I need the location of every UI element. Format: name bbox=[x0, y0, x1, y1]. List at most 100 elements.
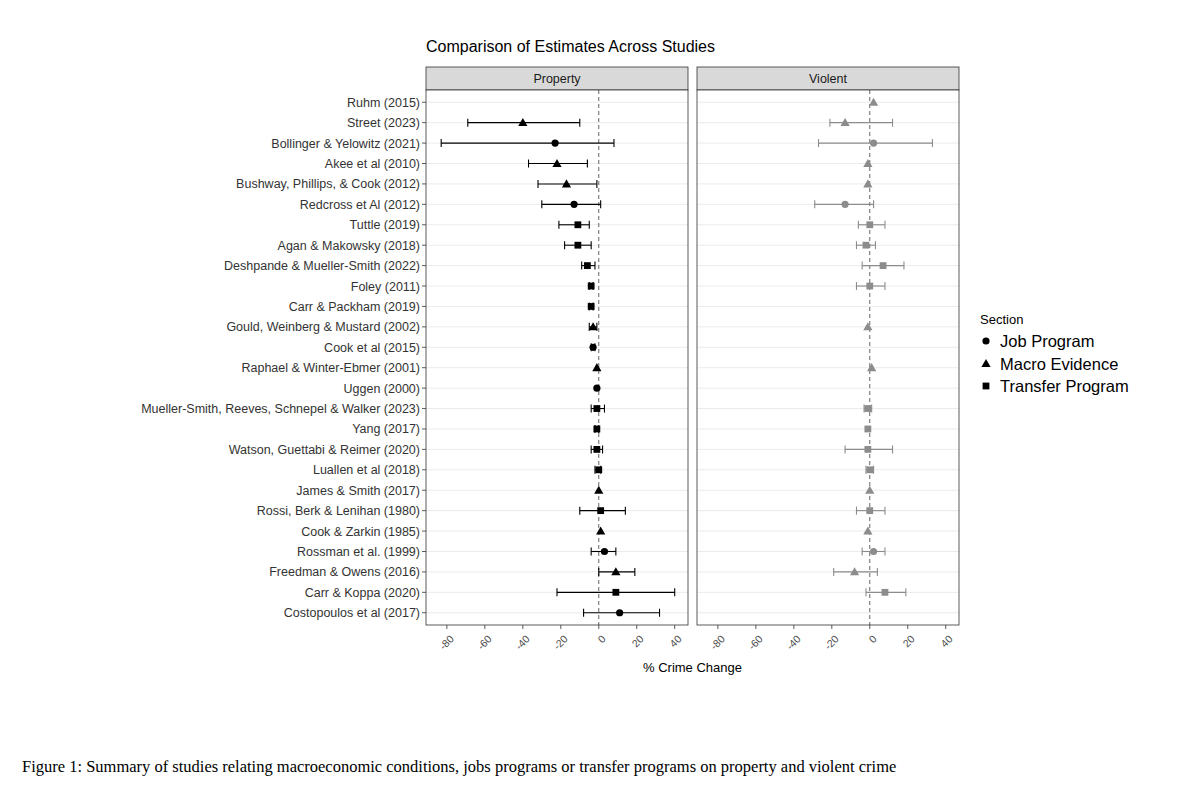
grid-line bbox=[426, 306, 688, 307]
y-tick-label: Deshpande & Mueller-Smith (2022) bbox=[224, 259, 420, 273]
x-tick bbox=[755, 625, 756, 629]
error-bar-cap bbox=[591, 445, 592, 453]
point bbox=[592, 363, 601, 371]
x-tick bbox=[598, 625, 599, 629]
y-tick-label: Cook et al (2015) bbox=[324, 341, 420, 355]
y-tick-label: Uggen (2000) bbox=[344, 382, 420, 396]
y-tick bbox=[422, 469, 426, 470]
grid-line bbox=[697, 183, 959, 184]
grid-line bbox=[697, 245, 959, 246]
marks bbox=[441, 118, 675, 617]
grid-line bbox=[426, 224, 688, 225]
point bbox=[864, 405, 871, 412]
error-bar-cap bbox=[594, 262, 595, 270]
point bbox=[864, 426, 871, 433]
legend-marker bbox=[983, 383, 990, 390]
x-tick bbox=[560, 625, 561, 629]
y-tick bbox=[422, 428, 426, 429]
grid-line bbox=[697, 163, 959, 164]
error-bar-cap bbox=[875, 241, 876, 249]
point bbox=[863, 322, 872, 330]
error-bar bbox=[580, 507, 626, 515]
error-bar-cap bbox=[600, 200, 601, 208]
y-tick bbox=[422, 367, 426, 368]
point bbox=[611, 567, 620, 575]
error-bar-cap bbox=[564, 241, 565, 249]
panel-frame bbox=[426, 90, 688, 625]
grid-line bbox=[426, 122, 688, 123]
y-tick bbox=[422, 531, 426, 532]
point bbox=[593, 385, 600, 392]
error-bar-cap bbox=[865, 466, 866, 474]
facet-label: Property bbox=[533, 72, 581, 86]
error-bar-cap bbox=[856, 282, 857, 290]
caption: Figure 1: Summary of studies relating ma… bbox=[22, 757, 896, 776]
x-tick bbox=[717, 625, 718, 629]
grid-line bbox=[426, 531, 688, 532]
point bbox=[552, 139, 559, 146]
error-bar-cap bbox=[833, 568, 834, 576]
y-tick-label: Mueller-Smith, Reeves, Schnepel & Walker… bbox=[141, 402, 420, 416]
error-bar bbox=[557, 588, 675, 596]
y-tick-label: Carr & Koppa (2020) bbox=[305, 586, 420, 600]
error-bar-line bbox=[830, 122, 893, 123]
error-bar-cap bbox=[615, 547, 616, 555]
point bbox=[870, 548, 877, 555]
error-bar-cap bbox=[932, 139, 933, 147]
error-bar-cap bbox=[528, 160, 529, 168]
error-bar-line bbox=[441, 143, 614, 144]
point bbox=[869, 98, 878, 106]
y-tick-label: Bushway, Phillips, & Cook (2012) bbox=[236, 177, 420, 191]
point bbox=[863, 179, 872, 187]
error-bar-cap bbox=[537, 180, 538, 188]
facet-strip bbox=[697, 67, 959, 90]
grid-line bbox=[697, 592, 959, 593]
point bbox=[593, 446, 600, 453]
point bbox=[863, 242, 870, 249]
x-tick-label: -40 bbox=[784, 632, 803, 651]
panel-frame bbox=[697, 90, 959, 625]
error-bar-cap bbox=[674, 588, 675, 596]
grid-line bbox=[426, 449, 688, 450]
error-bar bbox=[565, 241, 592, 249]
error-bar bbox=[845, 445, 892, 453]
x-tick bbox=[869, 625, 870, 629]
grid-line bbox=[426, 551, 688, 552]
error-bar-cap bbox=[591, 405, 592, 413]
grid-line bbox=[426, 428, 688, 429]
error-bar-cap bbox=[856, 507, 857, 515]
grid-line bbox=[426, 183, 688, 184]
grid-line bbox=[697, 224, 959, 225]
y-tick bbox=[422, 163, 426, 164]
error-bar-cap bbox=[441, 139, 442, 147]
y-tick bbox=[422, 510, 426, 511]
error-bar-cap bbox=[591, 547, 592, 555]
error-bar bbox=[864, 405, 872, 413]
error-bar-cap bbox=[873, 200, 874, 208]
x-tick-label: 40 bbox=[938, 632, 955, 649]
x-tick bbox=[831, 625, 832, 629]
chart-title: Comparison of Estimates Across Studies bbox=[426, 38, 715, 55]
point bbox=[880, 262, 887, 269]
y-tick-label: Rossman et al. (1999) bbox=[297, 545, 420, 559]
grid-line bbox=[426, 571, 688, 572]
y-tick-label: Akee et al (2010) bbox=[325, 157, 420, 171]
x-tick bbox=[446, 625, 447, 629]
figure: Comparison of Estimates Across Studies Pr… bbox=[0, 0, 1178, 788]
error-bar-line bbox=[559, 224, 589, 225]
grid-line bbox=[697, 551, 959, 552]
y-tick bbox=[422, 388, 426, 389]
error-bar-cap bbox=[587, 160, 588, 168]
error-bar-cap bbox=[556, 588, 557, 596]
point bbox=[866, 221, 873, 228]
y-tick-label: Freedman & Owens (2016) bbox=[269, 565, 420, 579]
y-tick-label: James & Smith (2017) bbox=[296, 484, 420, 498]
grid-line bbox=[426, 367, 688, 368]
legend-label: Transfer Program bbox=[1000, 377, 1129, 395]
point bbox=[593, 426, 600, 433]
grid-line bbox=[426, 326, 688, 327]
grid-line bbox=[697, 449, 959, 450]
error-bar bbox=[542, 200, 601, 208]
error-bar-cap bbox=[818, 139, 819, 147]
y-tick-label: Foley (2011) bbox=[351, 280, 420, 294]
